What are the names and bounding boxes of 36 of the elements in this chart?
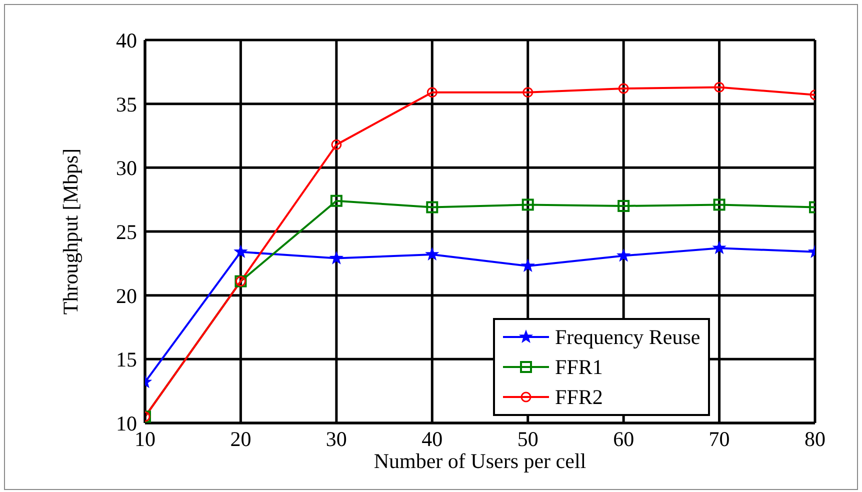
y-axis-title: Throughput [Mbps] <box>58 148 82 315</box>
x-tick-label: 50 <box>517 426 538 451</box>
point <box>330 252 343 264</box>
legend-label: FFR2 <box>555 384 603 410</box>
point <box>617 249 630 262</box>
legend-label: Frequency Reuse <box>555 324 700 350</box>
point <box>618 83 629 94</box>
y-tick-label: 40 <box>116 28 137 52</box>
point <box>618 200 630 212</box>
point <box>714 82 725 92</box>
point <box>426 248 438 260</box>
y-tick-label: 35 <box>116 92 137 116</box>
x-tick-label: 20 <box>230 426 252 451</box>
point <box>331 139 342 150</box>
y-tick-label: 15 <box>116 348 137 372</box>
y-tick-label: 20 <box>116 284 137 308</box>
point <box>234 245 247 258</box>
point <box>522 198 534 211</box>
x-tick-label: 10 <box>134 426 156 451</box>
x-tick-label: 40 <box>422 426 443 451</box>
point <box>713 198 726 211</box>
legend-label: FFR1 <box>555 354 603 380</box>
point <box>426 201 438 214</box>
x-tick-label: 60 <box>613 426 634 451</box>
point <box>522 259 534 272</box>
x-tick-label: 70 <box>708 426 730 451</box>
y-tick-label: 30 <box>116 156 137 180</box>
y-tick-label: 10 <box>116 411 137 436</box>
y-tick-label: 25 <box>116 220 137 244</box>
x-tick-label: 30 <box>326 426 347 451</box>
x-axis-title: Number of Users per cell <box>374 449 586 473</box>
x-tick-label: 80 <box>804 426 826 451</box>
point <box>330 194 342 207</box>
point <box>713 242 726 254</box>
point <box>522 87 534 98</box>
point <box>426 87 438 98</box>
